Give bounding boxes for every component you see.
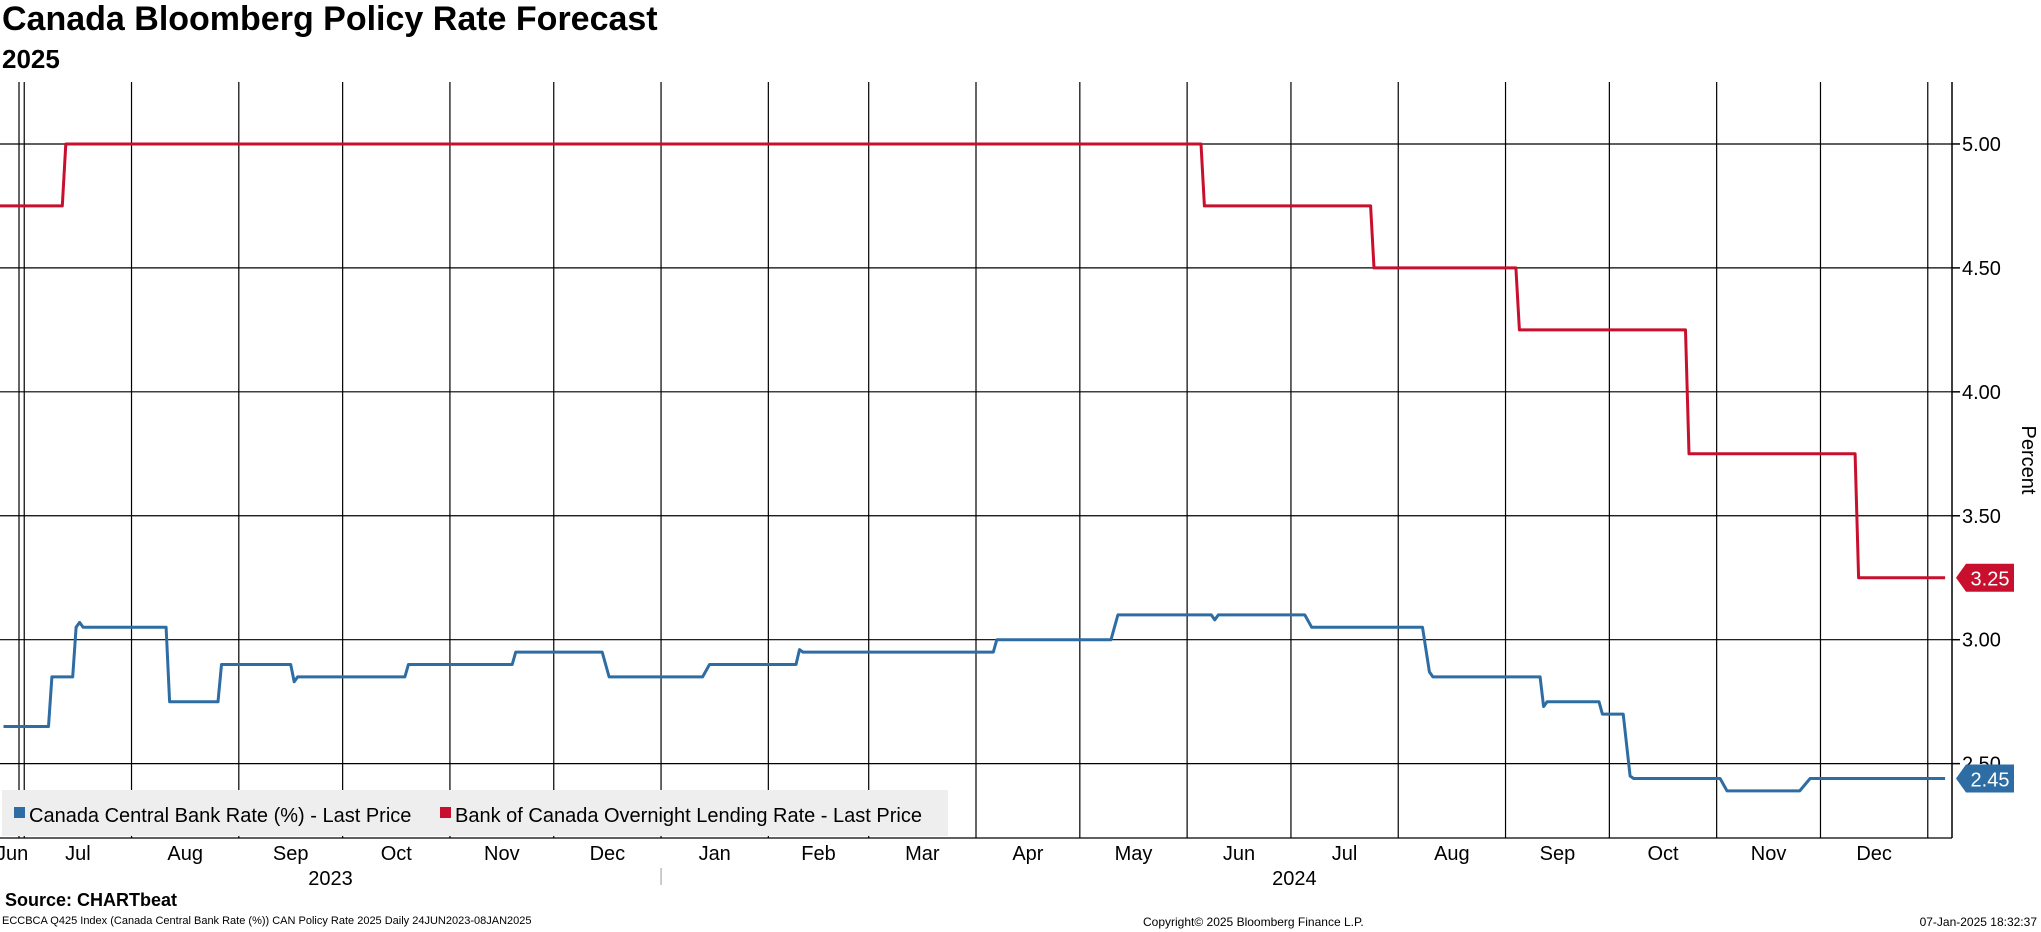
legend: Canada Central Bank Rate (%) - Last Pric… (2, 790, 948, 836)
source-label: Source: CHARTbeat (5, 890, 178, 910)
footer-timestamp: 07-Jan-2025 18:32:37 (1919, 915, 2037, 929)
gridlines (0, 82, 1953, 838)
x-tick-label: Nov (1751, 843, 1787, 865)
x-tick-label: Jul (65, 843, 91, 865)
x-tick-label: Jul (1332, 843, 1358, 865)
legend-swatch (14, 807, 25, 818)
x-tick-label: Dec (1856, 843, 1892, 865)
chart-subtitle: 2025 (2, 44, 60, 74)
y-tick-label: 3.00 (1962, 630, 2001, 652)
x-tick-label: Sep (1540, 843, 1576, 865)
x-axis: Jun Jul Aug Sep Oct Nov Dec Jan Feb Mar Apr May Jun J… (0, 837, 1952, 885)
x-tick-label: Oct (1647, 843, 1679, 865)
y-axis: 2.503.003.504.004.505.002.453.25 (1952, 134, 2014, 793)
x-tick-label: Jun (0, 843, 28, 865)
y-tick-label: 4.00 (1962, 382, 2001, 404)
x-tick-label: Feb (801, 843, 835, 865)
x-tick-label: Apr (1012, 843, 1043, 865)
last-value-badge: 2.45 (1956, 764, 2014, 793)
line-chart: 2.503.003.504.004.505.002.453.25 JunJulA… (0, 82, 2039, 885)
badge-label: 3.25 (1971, 569, 2010, 591)
y-axis-title: Percent (2017, 426, 2039, 495)
x-tick-label: Nov (484, 843, 520, 865)
y-tick-label: 3.50 (1962, 506, 2001, 528)
legend-label: Bank of Canada Overnight Lending Rate - … (455, 805, 922, 827)
x-tick-label: Jun (1223, 843, 1255, 865)
y-tick-label: 5.00 (1962, 134, 2001, 156)
footer-copyright: Copyright© 2025 Bloomberg Finance L.P. (1143, 915, 1364, 929)
x-year-label: 2023 (308, 868, 353, 885)
legend-swatch (440, 807, 451, 818)
legend-background (2, 790, 948, 836)
badge-shape (1956, 764, 2014, 793)
badge-label: 2.45 (1971, 770, 2010, 792)
x-tick-label: Sep (273, 843, 309, 865)
x-tick-label: May (1115, 843, 1153, 865)
series-line-overnight-lending-rate (0, 142, 1946, 580)
legend-label: Canada Central Bank Rate (%) - Last Pric… (29, 805, 411, 827)
x-tick-label: Oct (381, 843, 413, 865)
x-tick-label: Dec (590, 843, 626, 865)
chart-title: Canada Bloomberg Policy Rate Forecast (2, 0, 658, 38)
series-layer (0, 142, 1946, 793)
last-value-badge: 3.25 (1956, 563, 2014, 592)
x-tick-label: Mar (905, 843, 940, 865)
x-tick-label: Jan (699, 843, 731, 865)
x-tick-label: Aug (1434, 843, 1470, 865)
y-tick-label: 4.50 (1962, 258, 2001, 280)
x-tick-label: Aug (167, 843, 203, 865)
badge-shape (1956, 563, 2014, 592)
x-year-label: 2024 (1272, 868, 1317, 885)
footer-index-description: ECCBCA Q425 Index (Canada Central Bank R… (2, 915, 532, 927)
series-line-central-bank-rate (3, 613, 1946, 793)
